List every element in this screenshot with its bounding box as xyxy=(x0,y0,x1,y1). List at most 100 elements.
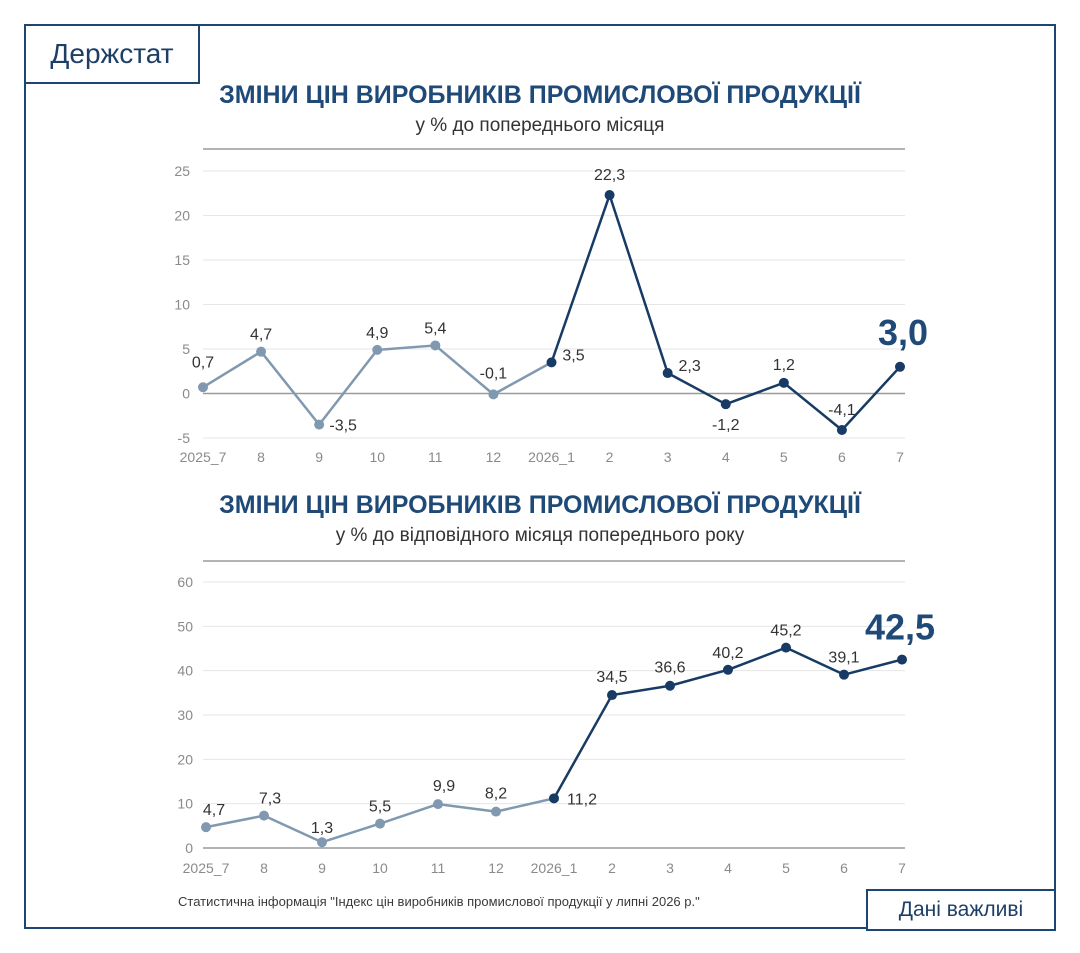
series-line-segment xyxy=(317,348,379,426)
x-tick-label: 4 xyxy=(724,860,732,876)
data-point xyxy=(317,837,327,848)
data-point xyxy=(897,654,907,665)
data-label: 2,3 xyxy=(679,358,701,375)
x-tick-label: 6 xyxy=(838,449,846,465)
series-line-segment xyxy=(262,814,324,844)
series-line-segment xyxy=(610,684,672,697)
data-label: 9,9 xyxy=(433,778,455,795)
series-line-segment xyxy=(550,193,611,364)
series-line-segment xyxy=(320,822,382,844)
data-point xyxy=(259,810,269,821)
data-point xyxy=(665,680,675,691)
data-label: -3,5 xyxy=(329,418,357,435)
x-tick-label: 5 xyxy=(782,860,790,876)
data-point xyxy=(836,424,847,435)
x-tick-label: 9 xyxy=(315,449,323,465)
x-tick-label: 5 xyxy=(780,449,788,465)
data-label: 1,2 xyxy=(773,357,795,374)
x-tick-label: 12 xyxy=(486,449,502,465)
data-label: 0,7 xyxy=(192,354,214,371)
data-label: 4,7 xyxy=(250,327,272,344)
series-line-segment xyxy=(726,646,788,672)
y-tick-label: 15 xyxy=(174,252,190,268)
y-tick-label: 60 xyxy=(177,574,193,590)
series-line-segment xyxy=(666,371,727,406)
x-tick-label: 9 xyxy=(318,860,326,876)
y-tick-label: 10 xyxy=(174,297,190,313)
y-tick-label: 0 xyxy=(185,840,193,856)
y-tick-label: -5 xyxy=(178,430,191,446)
series-line-segment xyxy=(840,365,902,432)
data-point xyxy=(256,346,267,357)
chart1-plot: -5 0 5 10 15 20 25 2025_7 8 9 10 11 12 2026_1 2 3 4 5 6 7 0,… xyxy=(174,148,928,465)
data-label: 40,2 xyxy=(712,645,743,662)
data-point xyxy=(781,642,791,653)
latest-value-label: 42,5 xyxy=(865,607,935,648)
data-label: 7,3 xyxy=(259,791,281,808)
data-label: 5,5 xyxy=(369,799,391,816)
data-label: 36,6 xyxy=(654,660,685,677)
data-point xyxy=(314,419,325,430)
x-tick-label: 4 xyxy=(722,449,730,465)
data-point xyxy=(895,361,905,372)
series-line-segment xyxy=(668,668,730,687)
data-label: -0,1 xyxy=(480,365,508,382)
x-tick-label: 2 xyxy=(608,860,616,876)
x-tick-label: 2025_7 xyxy=(183,860,230,876)
y-tick-label: 5 xyxy=(182,341,190,357)
data-point xyxy=(488,389,499,400)
logo: Держстат xyxy=(24,24,200,84)
data-point xyxy=(723,664,733,675)
data-point xyxy=(839,669,849,680)
series-line-segment xyxy=(376,344,437,352)
x-tick-label: 11 xyxy=(428,449,443,465)
x-tick-label: 10 xyxy=(372,860,388,876)
series-line-segment xyxy=(434,344,495,396)
data-label: 11,2 xyxy=(567,791,597,808)
data-point xyxy=(491,806,501,817)
x-tick-label: 10 xyxy=(369,449,385,465)
series-line-segment xyxy=(259,350,321,426)
chart2-title: ЗМІНИ ЦІН ВИРОБНИКІВ ПРОМИСЛОВОЇ ПРОДУКЦ… xyxy=(219,491,861,519)
x-tick-label: 3 xyxy=(664,449,672,465)
data-label: 22,3 xyxy=(594,167,625,184)
data-point xyxy=(375,818,385,829)
x-tick-label: 7 xyxy=(896,449,904,465)
chart1-title: ЗМІНИ ЦІН ВИРОБНИКІВ ПРОМИСЛОВОЇ ПРОДУКЦ… xyxy=(219,81,861,109)
data-label: -4,1 xyxy=(828,402,856,419)
data-label: 1,3 xyxy=(311,820,333,837)
data-point xyxy=(607,690,617,701)
series-line-segment xyxy=(436,802,498,813)
data-label: -1,2 xyxy=(712,417,740,434)
x-tick-label: 3 xyxy=(666,860,674,876)
data-point xyxy=(662,368,673,379)
y-tick-label: 0 xyxy=(182,386,190,402)
y-tick-label: 20 xyxy=(177,751,193,767)
chart1-subtitle: у % до попереднього місяця xyxy=(415,115,665,136)
series-line-segment xyxy=(492,361,553,396)
y-tick-label: 20 xyxy=(174,208,190,224)
data-label: 8,2 xyxy=(485,786,507,803)
y-tick-label: 30 xyxy=(177,707,193,723)
x-tick-label: 2026_1 xyxy=(531,860,578,876)
x-tick-label: 7 xyxy=(898,860,906,876)
data-label: 34,5 xyxy=(596,669,627,686)
data-point xyxy=(604,190,615,201)
data-point xyxy=(430,340,441,351)
series-line-segment xyxy=(784,646,846,676)
x-tick-label: 2025_7 xyxy=(180,449,227,465)
series-line-segment xyxy=(842,658,904,676)
latest-value-label: 3,0 xyxy=(878,312,928,353)
data-label: 39,1 xyxy=(828,650,859,667)
source-note: Статистична інформація "Індекс цін вироб… xyxy=(178,894,700,909)
y-tick-label: 10 xyxy=(177,796,193,812)
data-label: 45,2 xyxy=(770,623,801,640)
data-label: 5,4 xyxy=(424,320,446,337)
badge-text: Дані важливі xyxy=(898,898,1024,921)
data-point xyxy=(372,344,383,355)
x-tick-label: 2 xyxy=(606,449,614,465)
data-point xyxy=(549,793,559,804)
y-tick-label: 25 xyxy=(174,163,190,179)
x-tick-label: 8 xyxy=(260,860,268,876)
